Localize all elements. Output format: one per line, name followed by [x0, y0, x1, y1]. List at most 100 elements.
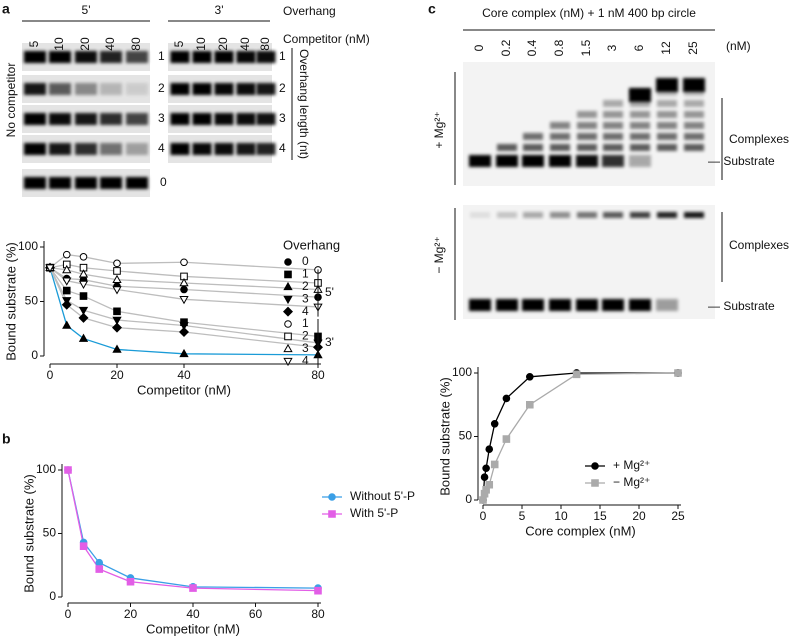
- lane-label: 5: [27, 40, 41, 47]
- marker: [526, 400, 534, 409]
- gel-band: [49, 51, 71, 63]
- x-tick-label: 0: [47, 368, 54, 382]
- x-tick-label: 80: [311, 607, 325, 621]
- marker: [180, 272, 188, 281]
- lane-label: 80: [258, 37, 272, 51]
- gel-band: [576, 155, 598, 167]
- marker: [490, 460, 499, 469]
- marker: [113, 259, 121, 268]
- lane-label: 1.5: [579, 39, 593, 56]
- gel-band: [75, 143, 97, 155]
- gel-side-label: Overhang length (nt): [297, 49, 311, 159]
- gel-band: [630, 144, 650, 151]
- gel-band: [470, 212, 490, 218]
- gel-band: [577, 212, 597, 218]
- gel-band: [236, 51, 256, 63]
- gel-title: Core complex (nM) + 1 nM 400 bp circle: [482, 6, 696, 20]
- lane-label: 0.4: [525, 39, 539, 56]
- series-line: [49, 267, 319, 356]
- legend-label: Without 5'-P: [350, 489, 415, 503]
- marker: [126, 577, 135, 586]
- marker: [525, 373, 534, 381]
- gel-band: [236, 113, 256, 125]
- series-line: [49, 267, 319, 338]
- gel-band: [192, 83, 212, 95]
- x-tick-label: 20: [110, 368, 124, 382]
- gel-band: [100, 143, 122, 155]
- gel-row-label: 1: [158, 49, 165, 63]
- gel-band: [49, 143, 71, 155]
- gel-band: [100, 113, 122, 125]
- legend-label: 3: [302, 291, 309, 305]
- marker: [179, 327, 189, 338]
- marker: [112, 316, 122, 326]
- lane-label: 10: [52, 37, 66, 51]
- gel-band: [256, 113, 276, 125]
- marker: [45, 264, 55, 273]
- gel-band: [523, 144, 543, 151]
- gel-band: [523, 133, 543, 140]
- gel-band: [170, 83, 190, 95]
- gel-band: [49, 83, 71, 95]
- x-tick-label: 0: [65, 607, 72, 621]
- gel-band: [577, 133, 597, 140]
- marker: [112, 286, 122, 295]
- gel-band: [49, 113, 71, 125]
- gel-band: [497, 212, 517, 218]
- gel-band: [126, 177, 148, 189]
- gel-band: [657, 122, 677, 129]
- gel-band: [100, 83, 122, 95]
- gel-band: [100, 177, 122, 189]
- gel-band: [192, 51, 212, 63]
- marker: [490, 420, 499, 428]
- gel-band: [496, 155, 518, 167]
- band-label: — Substrate: [708, 154, 775, 168]
- x-tick-label: 40: [177, 368, 191, 382]
- legend-marker: [328, 493, 336, 501]
- legend-label: + Mg²⁺: [613, 458, 650, 472]
- legend-marker: [283, 295, 293, 305]
- band-label: Complexes: [729, 132, 789, 146]
- x-tick-label: 15: [593, 509, 607, 523]
- legend-label: 4: [302, 304, 309, 318]
- gel-band: [214, 51, 234, 63]
- y-tick-label: 50: [459, 429, 473, 443]
- series-line: [49, 267, 319, 291]
- marker: [180, 258, 188, 266]
- gel-band: [126, 143, 148, 155]
- gel-band: [603, 111, 623, 118]
- gel-band: [603, 100, 623, 107]
- marker: [179, 348, 189, 358]
- legend-marker: [283, 306, 293, 317]
- gel-band: [603, 212, 623, 218]
- gel-row-label: 2: [158, 81, 165, 95]
- band-label: Complexes: [729, 238, 789, 252]
- lane-label: 6: [632, 44, 646, 51]
- gel-row-label: 4: [158, 141, 165, 155]
- legend-marker: [284, 332, 292, 341]
- x-axis-title: Competitor (nM): [137, 382, 231, 397]
- marker: [78, 269, 89, 278]
- x-tick-label: 10: [554, 509, 568, 523]
- gel-band: [629, 299, 651, 311]
- gel-band: [75, 83, 97, 95]
- marker: [64, 466, 72, 474]
- gel-axis-label: Competitor (nM): [283, 32, 370, 46]
- gel-band: [603, 133, 623, 140]
- marker: [95, 565, 104, 573]
- gel-band: [602, 299, 624, 311]
- gel-band: [100, 51, 122, 63]
- gel-band: [126, 113, 148, 125]
- gel-band: [684, 122, 704, 129]
- gel-band: [630, 122, 650, 129]
- gel-band: [75, 113, 97, 125]
- gel-band: [550, 122, 570, 129]
- legend-label: 2: [302, 279, 309, 293]
- gel-band: [214, 143, 234, 155]
- series-line: [49, 267, 319, 344]
- marker: [485, 445, 494, 453]
- legend-marker: [283, 357, 293, 367]
- gel-band: [126, 83, 148, 95]
- condition-label: − Mg²⁺: [432, 236, 446, 273]
- gel-band: [496, 299, 518, 311]
